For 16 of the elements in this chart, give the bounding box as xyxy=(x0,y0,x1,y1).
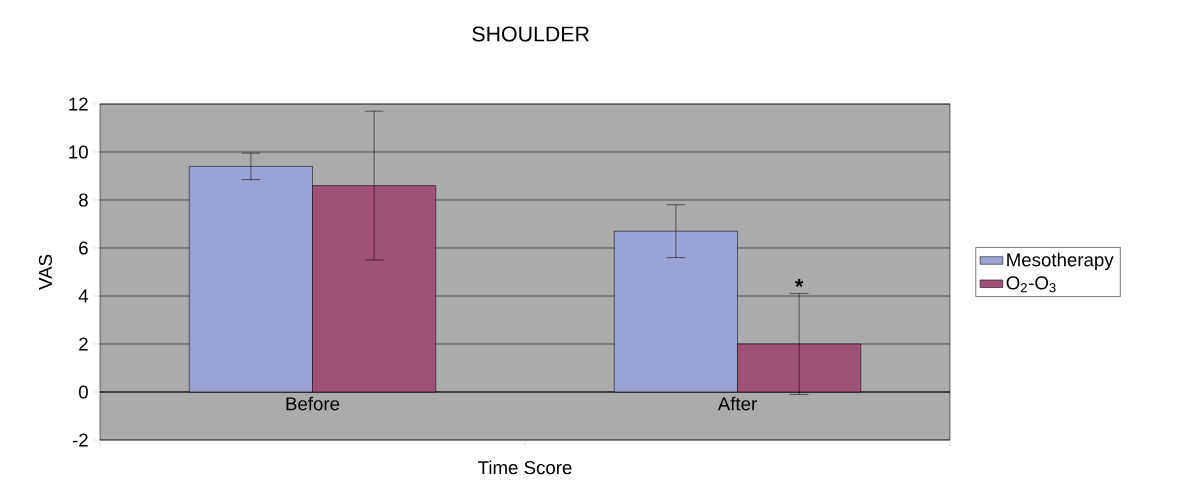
x-tick-label: After xyxy=(717,396,757,411)
y-tick-label: 0 xyxy=(78,385,88,399)
y-tick-label: 6 xyxy=(79,241,88,255)
chart-title: SHOULDER xyxy=(472,26,589,42)
y-tick-label: 8 xyxy=(79,193,88,207)
y-tick-label: 12 xyxy=(69,97,88,111)
legend-label: O$_{2}$-O$_{3}$ xyxy=(1006,276,1056,293)
y-tick-label: 4 xyxy=(78,289,89,303)
x-axis-title: Time Score xyxy=(478,460,572,475)
y-axis-title: VAS xyxy=(38,254,53,290)
y-tick-label: 10 xyxy=(69,145,88,159)
annotation: * xyxy=(795,279,804,287)
x-tick-label: Before xyxy=(286,396,340,411)
y-tick-label: 2 xyxy=(79,337,88,351)
y-tick-label: -2 xyxy=(72,433,88,447)
legend-label: Mesotherapy xyxy=(1007,252,1114,271)
